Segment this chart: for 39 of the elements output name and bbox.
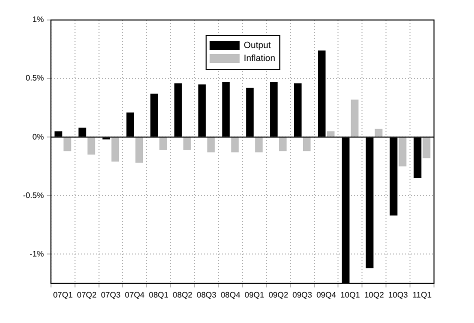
bar <box>159 138 167 150</box>
bar <box>326 131 335 137</box>
bar <box>111 138 120 162</box>
x-tick-label: 08Q3 <box>196 290 217 300</box>
bar <box>350 100 358 137</box>
x-tick-label: 10Q3 <box>388 290 408 300</box>
x-tick-label: 08Q2 <box>172 290 193 300</box>
bar <box>231 138 239 152</box>
y-tick-label: 0% <box>32 132 44 142</box>
x-tick-label: 10Q1 <box>340 290 361 300</box>
bar <box>207 138 215 152</box>
bar <box>64 138 72 152</box>
bar <box>135 138 144 163</box>
x-tick-label: 09Q1 <box>244 290 265 300</box>
bar <box>255 138 263 152</box>
x-tick-label: 07Q2 <box>77 290 98 300</box>
x-tick-label: 07Q1 <box>53 290 74 300</box>
x-tick-label: 07Q4 <box>124 290 146 300</box>
x-tick-label: 07Q3 <box>100 290 122 300</box>
y-tick-label: 1% <box>32 15 44 24</box>
legend-label: Output <box>244 40 272 50</box>
y-tick-label: -0.5% <box>22 190 44 200</box>
x-tick-label: 10Q2 <box>364 290 384 300</box>
bar <box>398 138 406 166</box>
bar <box>374 128 382 137</box>
bar <box>279 138 287 152</box>
bar <box>87 138 96 155</box>
bar <box>183 138 191 150</box>
x-tick-label: 09Q4 <box>316 290 337 300</box>
x-tick-label: 09Q2 <box>268 290 289 300</box>
bar <box>302 138 311 152</box>
x-tick-label: 11Q1 <box>412 290 432 300</box>
x-tick-label: 09Q3 <box>292 290 313 300</box>
x-tick-label: 08Q1 <box>148 290 169 300</box>
bar <box>422 138 430 158</box>
y-tick-label: -1% <box>30 249 44 258</box>
y-tick-label: 0.5% <box>26 74 44 83</box>
x-tick-label: 08Q4 <box>220 290 241 300</box>
legend-label: Inflation <box>244 52 276 63</box>
